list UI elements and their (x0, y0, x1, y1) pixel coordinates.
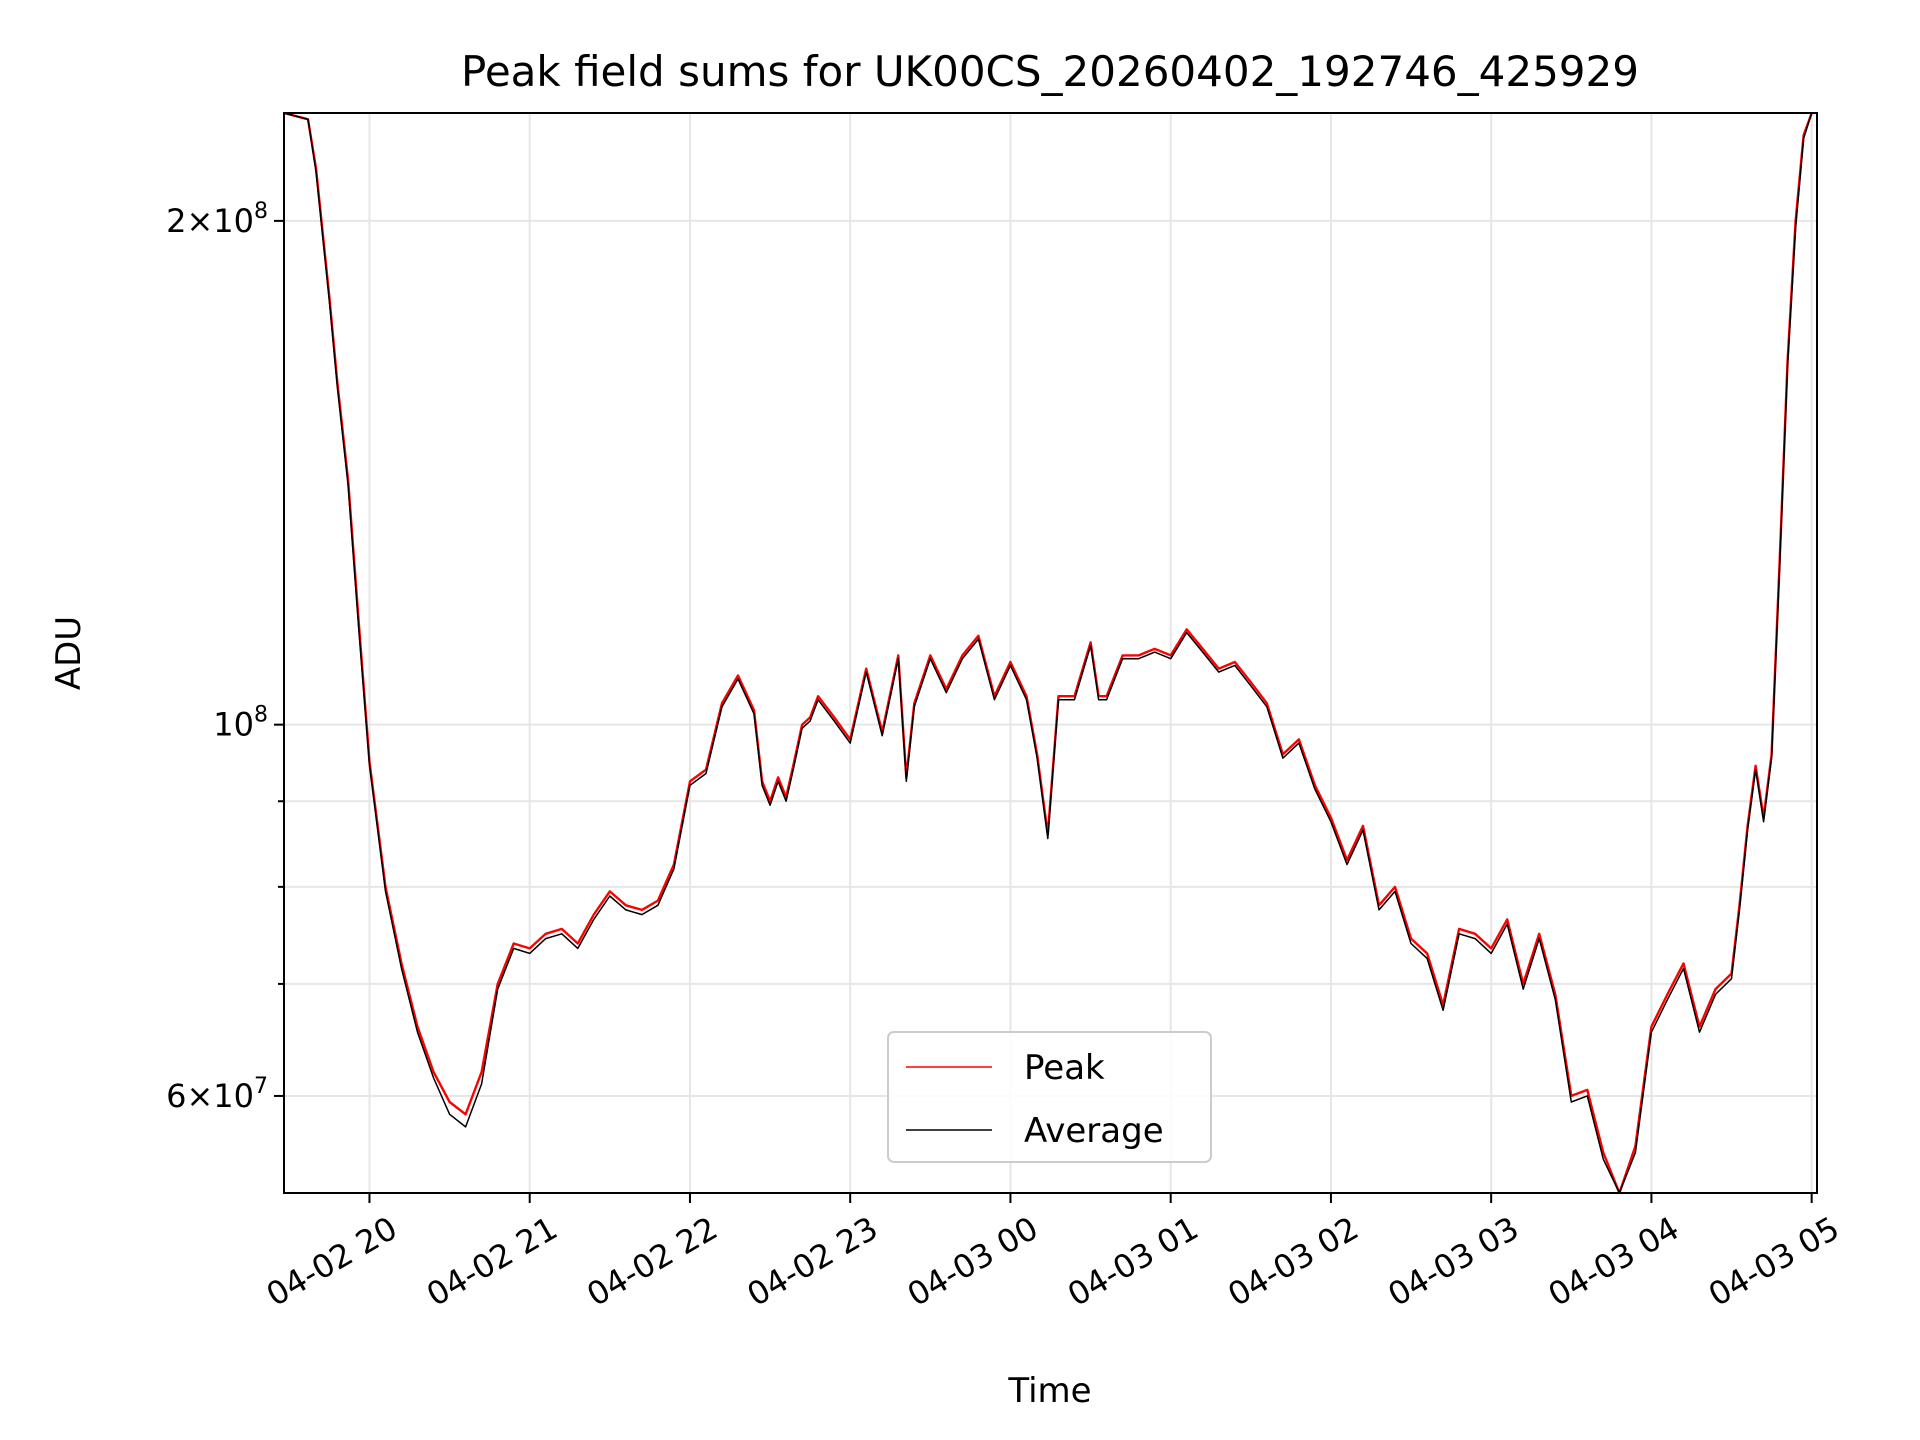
series-layer (283, 111, 1813, 1195)
y-axis-label: ADU (49, 616, 89, 690)
y-tick-label: 2×108 (166, 199, 268, 240)
x-tick-label: 04-03 01 (1061, 1209, 1205, 1314)
x-tick-label: 04-02 21 (420, 1209, 564, 1314)
y-axis: 6×107 108 2×108 (166, 199, 284, 1115)
legend-label-peak: Peak (1024, 1048, 1105, 1088)
x-axis-label: Time (1007, 1371, 1091, 1411)
chart-title: Peak field sums for UK00CS_20260402_1927… (461, 47, 1639, 96)
x-tick-label: 04-02 22 (580, 1209, 724, 1314)
legend: Peak Average (887, 1031, 1212, 1163)
x-tick-label: 04-03 02 (1221, 1209, 1365, 1314)
x-tick-label: 04-03 03 (1382, 1209, 1526, 1314)
x-tick-label: 04-03 00 (901, 1209, 1045, 1314)
x-axis: 04-02 20 04-02 21 04-02 22 04-02 23 04-03 00… (260, 1193, 1846, 1314)
x-tick-label: 04-02 23 (741, 1209, 885, 1314)
x-tick-label: 04-03 04 (1542, 1209, 1686, 1314)
legend-label-average: Average (1024, 1111, 1164, 1151)
y-tick-label: 6×107 (166, 1074, 268, 1115)
x-tick-label: 04-03 05 (1702, 1209, 1846, 1314)
y-tick-label: 108 (213, 703, 268, 744)
series-line-average (283, 112, 1813, 1194)
x-tick-label: 04-02 20 (260, 1209, 404, 1314)
plot-frame (283, 112, 1818, 1194)
